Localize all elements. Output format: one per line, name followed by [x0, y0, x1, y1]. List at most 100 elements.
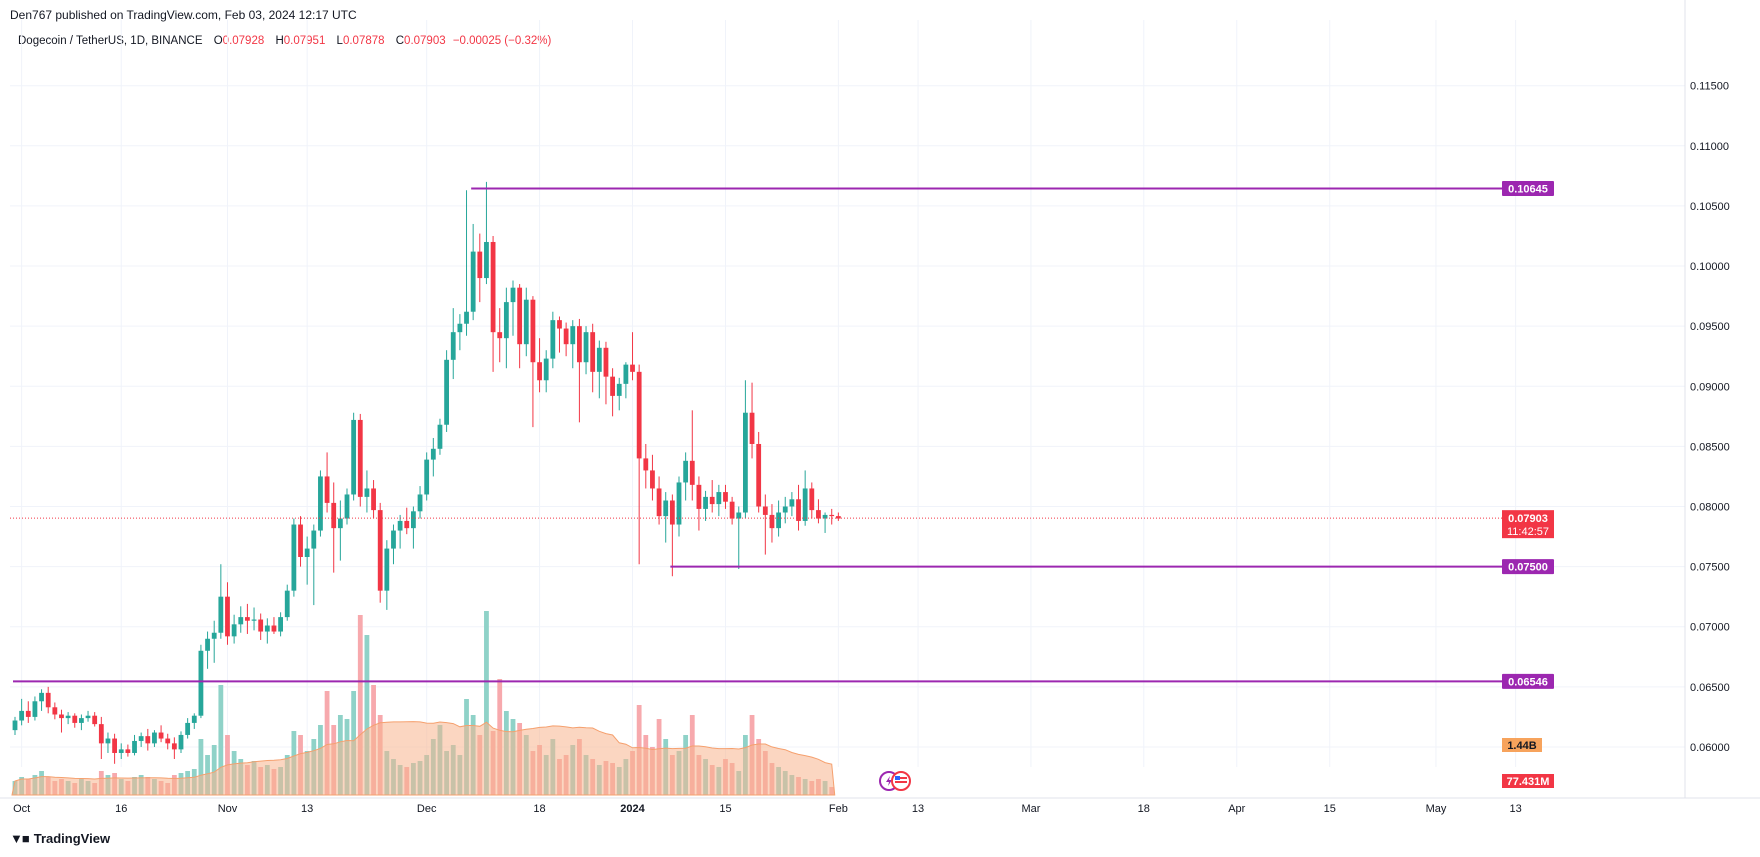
candle-body — [444, 359, 449, 425]
candle-body — [769, 514, 775, 529]
tradingview-logo-icon: ▼■ — [10, 831, 30, 846]
last-price-text: 0.07903 — [1508, 513, 1548, 525]
x-tick-label: Feb — [829, 803, 848, 815]
candle-body — [729, 501, 735, 519]
x-tick-label: Apr — [1228, 803, 1245, 815]
candle-body — [225, 596, 230, 637]
open-label: O — [213, 35, 223, 47]
candle-body — [663, 500, 669, 517]
tradingview-brand[interactable]: ▼■ TradingView — [10, 831, 110, 846]
candle-body — [125, 749, 131, 753]
candle-body — [424, 459, 430, 495]
candle-body — [802, 488, 808, 521]
candle-body — [809, 488, 815, 511]
candle-body — [357, 419, 363, 497]
candle-body — [258, 619, 264, 632]
candle-body — [158, 732, 164, 739]
candle-body — [437, 424, 443, 449]
close-value: 0.07903 — [404, 35, 446, 47]
candle-body — [105, 738, 111, 744]
volume-layer — [11, 611, 836, 796]
y-tick-label: 0.07000 — [1690, 622, 1730, 634]
candle-body — [703, 496, 708, 509]
candle-body — [324, 476, 330, 503]
high-value: 0.07951 — [283, 35, 326, 47]
candle-body — [816, 510, 821, 519]
candle-body — [577, 326, 582, 363]
candle-body — [669, 500, 675, 525]
x-tick-label: 18 — [533, 803, 545, 815]
publisher-line: Den767 published on TradingView.com, Feb… — [10, 8, 357, 22]
candle-body — [145, 736, 151, 744]
candle-body — [39, 692, 44, 702]
candle-body — [543, 358, 549, 381]
level-price-badge — [1502, 180, 1554, 196]
candle-body — [245, 617, 250, 621]
y-tick-label: 0.10500 — [1690, 201, 1730, 213]
candle-body — [311, 530, 317, 549]
candle-body — [304, 548, 310, 557]
x-tick-label: Mar — [1021, 803, 1040, 815]
event-icons[interactable] — [879, 771, 911, 791]
candle-body — [138, 736, 144, 741]
low-value: 0.07878 — [342, 35, 385, 47]
x-tick-label: 13 — [1510, 803, 1522, 815]
x-tick-label: 15 — [1324, 803, 1336, 815]
candle-body — [364, 488, 370, 497]
x-tick-label: Oct — [13, 803, 30, 815]
candle-body — [630, 364, 635, 372]
candle-body — [391, 530, 396, 549]
symbol-legend: Dogecoin / TetherUS, 1D, BINANCE O0.0792… — [18, 35, 551, 47]
y-tick-label: 0.09000 — [1690, 381, 1730, 393]
candle-body — [191, 715, 197, 723]
candle-body — [178, 734, 184, 750]
candle-body — [570, 326, 576, 345]
volume-bar — [324, 691, 330, 795]
candle-body — [756, 443, 762, 507]
candle-body — [736, 512, 742, 519]
candle-body — [656, 488, 662, 517]
candle-body — [72, 715, 78, 723]
y-tick-label: 0.08000 — [1690, 502, 1730, 514]
y-tick-label: 0.11000 — [1690, 141, 1729, 153]
candle-body — [85, 715, 91, 719]
candle-body — [238, 617, 244, 625]
countdown-text: 11:42:57 — [1507, 526, 1549, 538]
candle-body — [517, 287, 523, 345]
candle-body — [278, 617, 283, 632]
x-tick-label: Dec — [417, 803, 437, 815]
candle-layer — [12, 181, 841, 764]
candle-body — [32, 701, 38, 717]
y-tick-label: 0.07500 — [1690, 562, 1730, 574]
candle-body — [430, 448, 436, 460]
candle-body — [530, 299, 536, 363]
symbol-name[interactable]: Dogecoin / TetherUS, 1D, BINANCE — [18, 35, 203, 47]
candle-body — [782, 506, 788, 513]
candle-body — [477, 251, 483, 279]
candle-body — [118, 749, 124, 753]
level-price-badge — [1502, 559, 1554, 575]
candle-body — [79, 718, 84, 723]
close-label: C — [395, 35, 405, 47]
candle-body — [198, 650, 204, 716]
candle-body — [610, 376, 615, 396]
open-value: 0.07928 — [222, 35, 265, 47]
low-label: L — [336, 35, 343, 47]
candle-body — [636, 371, 642, 459]
candle-body — [185, 722, 191, 735]
candle-body — [397, 520, 403, 531]
candle-body — [643, 458, 649, 471]
volume-ma-badge-text: 77.431M — [1507, 776, 1550, 788]
candle-body — [623, 364, 629, 384]
change-value: −0.00025 (−0.32%) — [452, 35, 552, 47]
x-tick-label: 2024 — [620, 803, 645, 815]
volume-bar — [357, 615, 363, 795]
axis-layer: 0.11500 0.11000 0.10500 0.10000 0.09500 0.090… — [0, 0, 1760, 815]
candle-body — [470, 251, 476, 312]
candle-body — [251, 619, 257, 621]
volume-badge-text: 1.44B — [1507, 740, 1536, 752]
x-tick-label: 18 — [1138, 803, 1150, 815]
candle-body — [464, 311, 469, 324]
candle-body — [165, 738, 171, 744]
